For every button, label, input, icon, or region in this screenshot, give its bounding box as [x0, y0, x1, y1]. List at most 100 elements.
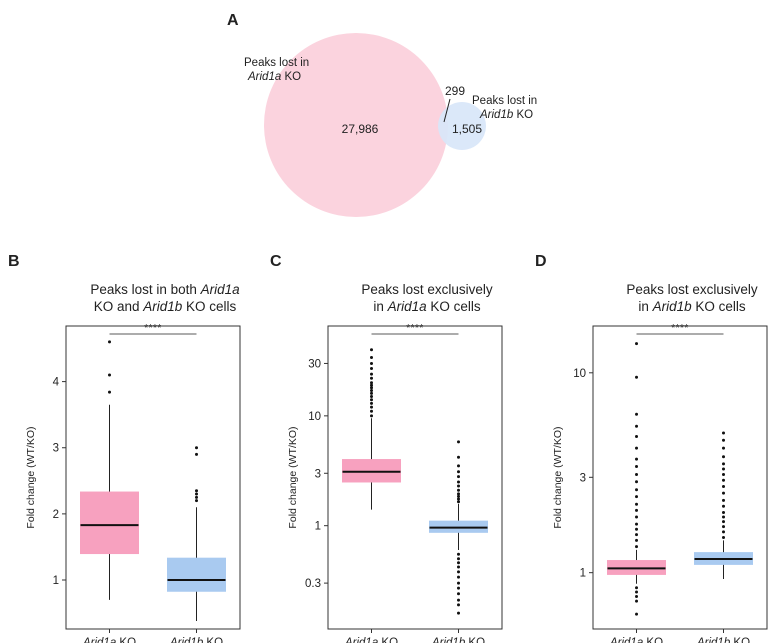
- outlier-point: [195, 492, 198, 496]
- outlier-point: [635, 457, 638, 461]
- outlier-point: [635, 538, 638, 542]
- y-axis-label: Fold change (WT/KO): [287, 426, 299, 528]
- outlier-point: [722, 462, 725, 466]
- outlier-point: [457, 440, 460, 444]
- outlier-point: [457, 561, 460, 565]
- outlier-point: [195, 499, 198, 503]
- chart-title-segment: Arid1a: [387, 299, 428, 314]
- outlier-point: [370, 372, 373, 376]
- outlier-point: [370, 389, 373, 393]
- significance-label: ****: [406, 323, 424, 334]
- box-group-1: Arid1a KO: [80, 340, 139, 643]
- chart-title-line-1: Peaks lost exclusively: [626, 282, 758, 297]
- y-tick-label: 0.3: [305, 578, 321, 590]
- chart-title-segment: Peaks lost exclusively: [361, 282, 493, 297]
- boxplot-panel-c: C Peaks lost exclusively in Arid1a KO cell…: [270, 253, 503, 643]
- chart-title-segment: Arid1a: [200, 282, 241, 297]
- outlier-point: [722, 431, 725, 435]
- x-tick-label-italic: Arid1b: [169, 637, 204, 643]
- box-group-2: Arid1b KO: [167, 446, 226, 643]
- y-tick-label: 1: [315, 521, 321, 533]
- chart-title-segment: KO and: [94, 299, 144, 314]
- x-tick-label-italic: Arid1b: [431, 637, 466, 643]
- outlier-point: [722, 520, 725, 524]
- outlier-point: [370, 381, 373, 385]
- x-tick-label-suffix: KO: [116, 637, 136, 643]
- outlier-point: [370, 395, 373, 399]
- x-tick-label-suffix: KO: [465, 637, 485, 643]
- outlier-point: [370, 383, 373, 387]
- chart-title-segment: KO cells: [692, 299, 746, 314]
- outlier-point: [457, 488, 460, 492]
- chart-title-segment: in: [373, 299, 387, 314]
- venn-circle-arid1a: [264, 33, 448, 217]
- outlier-point: [635, 612, 638, 616]
- venn-label-left-line1: Peaks lost in: [244, 57, 309, 69]
- box-group-2: Arid1b KO: [429, 440, 488, 643]
- venn-label-left-suffix: KO: [281, 71, 301, 83]
- outlier-point: [635, 545, 638, 549]
- outlier-point: [457, 592, 460, 596]
- outlier-point: [457, 497, 460, 501]
- box-group-1: Arid1a KO: [342, 348, 401, 643]
- venn-count-left-only: 27,986: [342, 122, 379, 136]
- outlier-point: [457, 557, 460, 561]
- venn-count-overlap: 299: [445, 84, 465, 98]
- outlier-point: [635, 522, 638, 526]
- outlier-point: [457, 598, 460, 602]
- chart-title-segment: KO cells: [182, 299, 236, 314]
- venn-label-left-italic: Arid1a: [247, 71, 281, 83]
- outlier-point: [457, 565, 460, 569]
- outlier-point: [722, 438, 725, 442]
- x-tick-label-suffix: KO: [378, 637, 398, 643]
- plot-frame: [592, 325, 768, 630]
- outlier-point: [370, 386, 373, 390]
- y-tick-label: 4: [53, 377, 60, 389]
- x-tick-label-italic: Arid1a: [609, 637, 643, 643]
- outlier-point: [370, 414, 373, 418]
- outlier-point: [722, 467, 725, 471]
- outlier-point: [457, 552, 460, 556]
- x-tick-label-italic: Arid1a: [82, 637, 116, 643]
- outlier-point: [457, 611, 460, 615]
- y-tick-label: 10: [573, 368, 586, 380]
- x-tick-label: Arid1b KO: [431, 637, 485, 643]
- venn-overlap-pointer: [443, 98, 451, 123]
- outlier-point: [635, 480, 638, 484]
- outlier-point: [370, 355, 373, 359]
- outlier-point: [635, 488, 638, 492]
- venn-panel: A Peaks lost in Arid1a KO Peaks lost in …: [227, 12, 537, 217]
- box-group-1: Arid1a KO: [607, 342, 666, 643]
- outlier-point: [635, 515, 638, 519]
- venn-count-right-only: 1,505: [452, 122, 482, 136]
- x-tick-label: Arid1a KO: [82, 637, 136, 643]
- outlier-point: [370, 391, 373, 395]
- y-tick-label: 30: [308, 358, 321, 370]
- outlier-point: [370, 348, 373, 352]
- x-tick-label-italic: Arid1b: [696, 637, 731, 643]
- x-tick-label: Arid1a KO: [344, 637, 398, 643]
- outlier-point: [722, 511, 725, 515]
- outlier-point: [457, 570, 460, 574]
- outlier-point: [722, 525, 725, 529]
- outlier-point: [195, 495, 198, 499]
- box-iqr: [80, 491, 139, 555]
- outlier-point: [457, 484, 460, 488]
- outlier-point: [108, 340, 111, 344]
- boxplot-panels: B Peaks lost in both Arid1a KO and Arid1b …: [8, 253, 768, 643]
- outlier-point: [370, 376, 373, 380]
- outlier-point: [635, 435, 638, 439]
- chart-title-segment: in: [638, 299, 652, 314]
- venn-label-right-italic: Arid1b: [479, 109, 514, 121]
- outlier-point: [722, 498, 725, 502]
- chart-title-segment: Arid1b: [652, 299, 693, 314]
- y-tick-label: 2: [53, 509, 59, 521]
- outlier-point: [457, 575, 460, 579]
- outlier-point: [370, 401, 373, 405]
- y-tick-label: 10: [308, 411, 321, 423]
- outlier-point: [722, 446, 725, 450]
- chart-title-line-2: in Arid1b KO cells: [638, 299, 746, 314]
- outlier-point: [457, 603, 460, 607]
- outlier-point: [722, 484, 725, 488]
